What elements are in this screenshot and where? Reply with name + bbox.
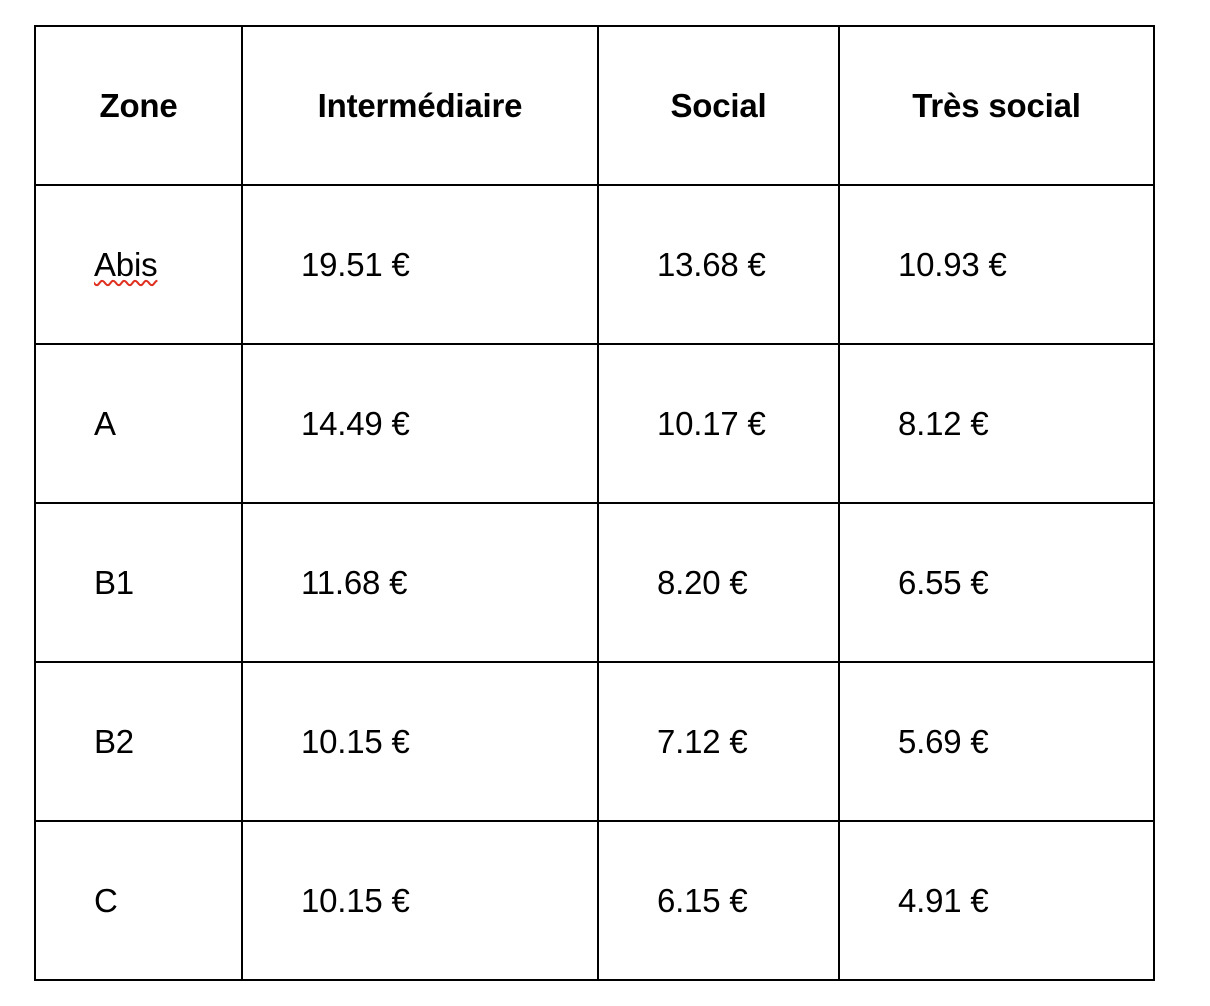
rent-price-table: Zone Intermédiaire Social Très social Ab… [34,25,1155,981]
zone-label: B1 [94,563,134,601]
cell-intermediaire: 19.51 € [241,184,599,345]
table-body: Abis 19.51 € 13.68 € 10.93 € A 14.49 € 1… [34,184,1155,981]
zone-label: B2 [94,722,134,760]
table-row: B1 11.68 € 8.20 € 6.55 € [34,502,1155,663]
zone-label: Abis [94,245,158,283]
cell-intermediaire: 11.68 € [241,502,599,663]
table-row: B2 10.15 € 7.12 € 5.69 € [34,661,1155,822]
cell-zone: A [34,343,243,504]
cell-tres-social: 4.91 € [838,820,1155,981]
cell-zone: Abis [34,184,243,345]
cell-social: 13.68 € [597,184,840,345]
table-row: A 14.49 € 10.17 € 8.12 € [34,343,1155,504]
cell-intermediaire: 10.15 € [241,820,599,981]
cell-zone: B2 [34,661,243,822]
zone-label: A [94,404,116,442]
cell-zone: B1 [34,502,243,663]
table-header: Zone Intermédiaire Social Très social [34,25,1155,186]
cell-social: 6.15 € [597,820,840,981]
cell-intermediaire: 14.49 € [241,343,599,504]
cell-tres-social: 8.12 € [838,343,1155,504]
cell-zone: C [34,820,243,981]
column-header-intermediaire: Intermédiaire [241,25,599,186]
cell-social: 10.17 € [597,343,840,504]
table-row: Abis 19.51 € 13.68 € 10.93 € [34,184,1155,345]
column-header-zone: Zone [34,25,243,186]
column-header-tres-social: Très social [838,25,1155,186]
table-header-row: Zone Intermédiaire Social Très social [34,25,1155,186]
cell-social: 8.20 € [597,502,840,663]
cell-tres-social: 6.55 € [838,502,1155,663]
cell-tres-social: 5.69 € [838,661,1155,822]
zone-label: C [94,881,118,919]
cell-intermediaire: 10.15 € [241,661,599,822]
cell-social: 7.12 € [597,661,840,822]
cell-tres-social: 10.93 € [838,184,1155,345]
column-header-social: Social [597,25,840,186]
table-row: C 10.15 € 6.15 € 4.91 € [34,820,1155,981]
